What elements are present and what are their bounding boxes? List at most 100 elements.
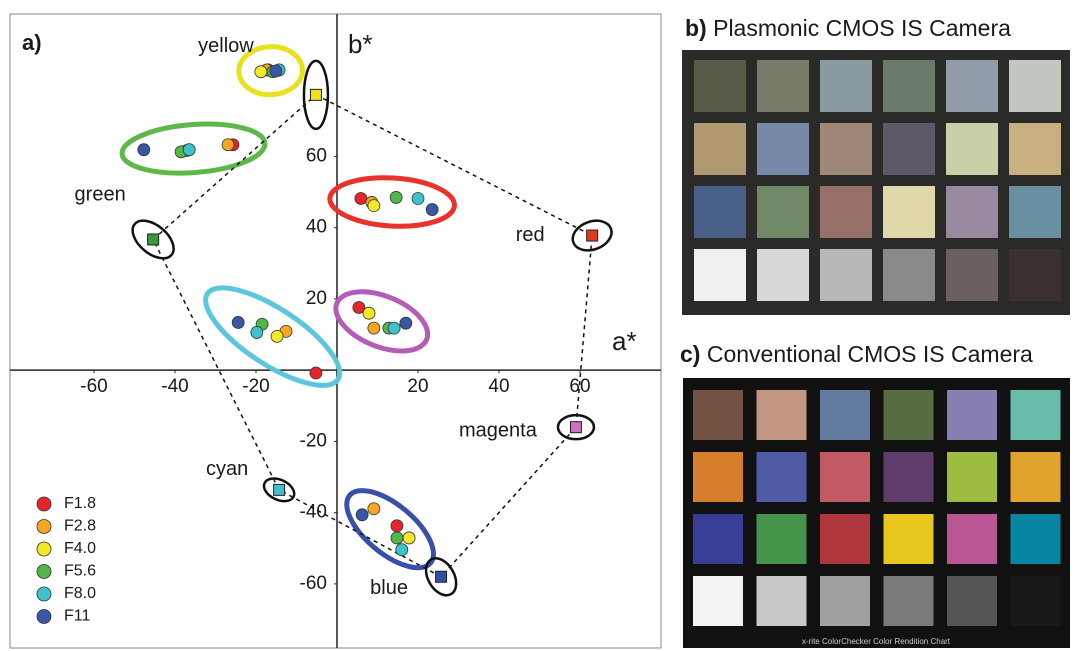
x-tick-label: 40 <box>488 376 509 397</box>
color-patch <box>883 60 935 112</box>
x-tick-label: -20 <box>242 376 269 397</box>
data-point <box>396 544 408 556</box>
y-tick-label: -40 <box>300 502 327 523</box>
legend-label: F2.8 <box>64 518 96 535</box>
target-marker <box>587 230 598 241</box>
color-patch <box>1009 123 1061 175</box>
color-patch <box>820 390 870 440</box>
color-patch <box>884 452 934 502</box>
color-patch <box>1009 186 1061 238</box>
legend-marker <box>37 565 51 579</box>
y-tick-label: 20 <box>306 288 327 309</box>
panel-title-text: Plasmonic CMOS IS Camera <box>713 15 1011 41</box>
color-patch <box>820 514 870 564</box>
group-ellipse <box>334 477 446 582</box>
target-marker <box>436 571 447 582</box>
target-marker <box>570 422 581 433</box>
data-point <box>222 139 234 151</box>
legend-label: F5.6 <box>64 563 96 580</box>
color-patch <box>757 390 807 440</box>
panel-label: c) <box>680 341 700 367</box>
data-point <box>363 307 375 319</box>
x-tick-label: 20 <box>407 376 428 397</box>
color-patch <box>693 576 743 626</box>
data-point <box>310 367 322 379</box>
color-patch <box>946 123 998 175</box>
y-tick-label: 40 <box>306 217 327 238</box>
color-patch <box>884 576 934 626</box>
legend-label: F4.0 <box>64 540 96 557</box>
color-patch <box>693 452 743 502</box>
data-point <box>403 532 415 544</box>
data-point <box>368 200 380 212</box>
legend-label: F11 <box>64 608 90 625</box>
data-point <box>391 532 403 544</box>
data-point <box>251 326 263 338</box>
color-patch <box>757 186 809 238</box>
color-patch <box>884 514 934 564</box>
color-patch <box>1011 576 1061 626</box>
y-axis-label: b* <box>348 29 373 59</box>
color-patch <box>693 514 743 564</box>
color-patch <box>947 390 997 440</box>
legend-marker <box>37 587 51 601</box>
target-marker <box>310 89 321 100</box>
color-patch <box>946 249 998 301</box>
x-tick-label: -60 <box>80 376 107 397</box>
data-point <box>232 316 244 328</box>
color-patch <box>693 390 743 440</box>
color-patch <box>757 576 807 626</box>
data-point <box>390 191 402 203</box>
color-patch <box>883 249 935 301</box>
color-patch <box>883 123 935 175</box>
x-tick-label: -40 <box>161 376 188 397</box>
panel-label: b) <box>685 15 707 41</box>
data-point <box>368 503 380 515</box>
plot-frame <box>10 14 661 648</box>
panel-title: c) Conventional CMOS IS Camera <box>680 341 1033 367</box>
x-axis-label: a* <box>612 326 637 356</box>
data-point <box>388 322 400 334</box>
color-patch <box>883 186 935 238</box>
color-patch <box>946 186 998 238</box>
color-patch <box>820 186 872 238</box>
legend-marker <box>37 497 51 511</box>
panel-title-text: Conventional CMOS IS Camera <box>707 341 1033 367</box>
figure: -60 -40 -20 20 40 60 -60 -40 -20 20 40 60 a* b* yellow… <box>0 0 1083 651</box>
color-patch <box>694 186 746 238</box>
data-point <box>400 317 412 329</box>
data-point <box>183 144 195 156</box>
color-patch <box>947 452 997 502</box>
data-point <box>368 322 380 334</box>
color-patch <box>757 249 809 301</box>
color-patch <box>757 123 809 175</box>
group-label: red <box>516 224 545 246</box>
group-label: yellow <box>198 35 254 57</box>
color-patch <box>694 249 746 301</box>
color-patch <box>820 123 872 175</box>
legend-marker <box>37 520 51 534</box>
y-tick-label: 60 <box>306 145 327 166</box>
color-patch <box>757 514 807 564</box>
color-patch <box>1009 60 1061 112</box>
color-patch <box>884 390 934 440</box>
group-label: cyan <box>206 458 248 480</box>
y-tick-label: -60 <box>300 573 327 594</box>
legend-label: F8.0 <box>64 585 96 602</box>
legend-marker <box>37 610 51 624</box>
color-patch <box>947 576 997 626</box>
page: {"chart_data": {"type": "scatter", "pane… <box>0 0 1083 651</box>
data-point <box>270 65 282 77</box>
color-patch <box>820 576 870 626</box>
color-patch <box>820 249 872 301</box>
x-tick-label: 60 <box>569 376 590 397</box>
color-patch <box>1009 249 1061 301</box>
color-patch <box>757 452 807 502</box>
panel-label: a) <box>22 30 42 55</box>
y-tick-label: -20 <box>300 430 327 451</box>
image-footer: x-rite ColorChecker Color Rendition Char… <box>802 637 951 646</box>
color-patch <box>1011 452 1061 502</box>
color-patch <box>694 123 746 175</box>
color-patch <box>946 60 998 112</box>
group-ellipse <box>327 280 436 363</box>
